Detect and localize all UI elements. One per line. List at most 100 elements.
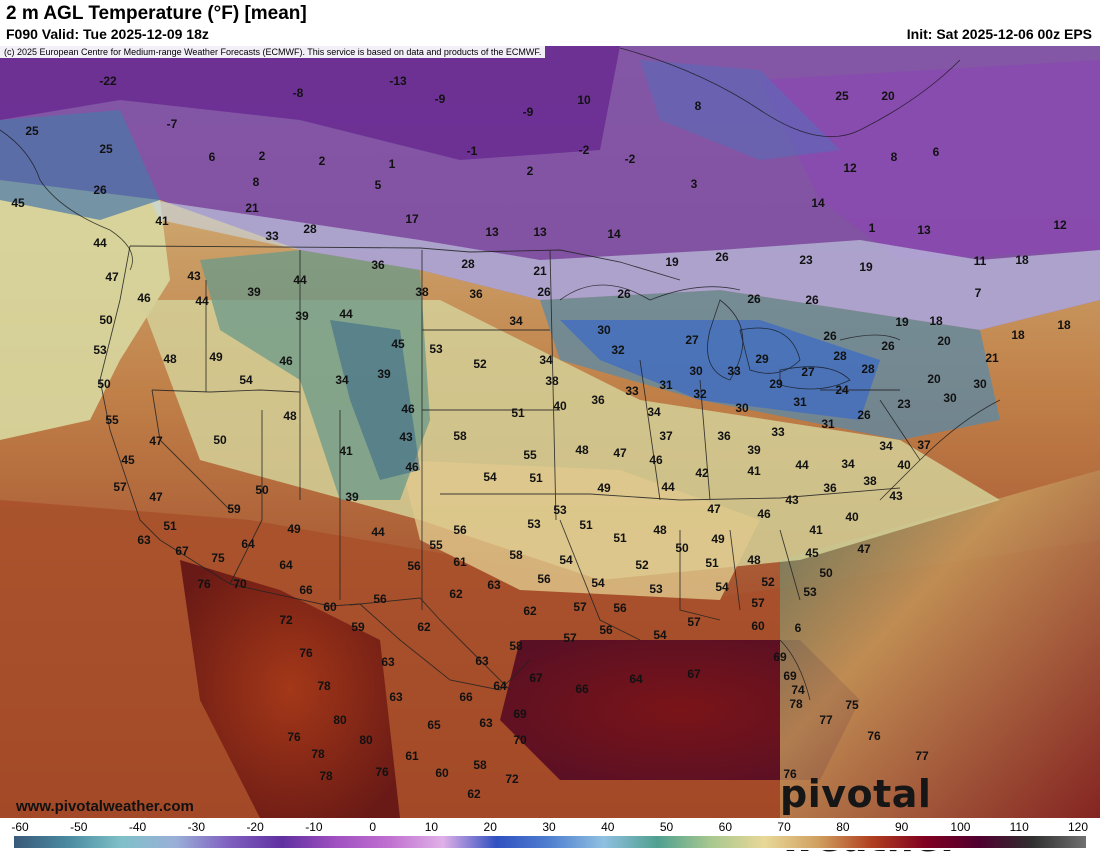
site-watermark[interactable]: www.pivotalweather.com [16,798,194,815]
temp-value: 56 [407,559,421,573]
temp-value: 14 [811,196,825,210]
temp-value: -22 [99,74,117,88]
header: 2 m AGL Temperature (°F) [mean] F090 Val… [0,0,1100,46]
temp-value: 48 [163,352,177,366]
temp-value: 63 [479,716,493,730]
temp-value: 60 [323,600,337,614]
colorbar-tick-label: 20 [483,820,497,834]
temp-value: 18 [1057,318,1071,332]
colorbar-tick-label: 60 [718,820,733,834]
temp-value: 25 [25,124,39,138]
temp-value: 38 [415,285,429,299]
temp-value: 6 [208,150,216,164]
temp-value: 56 [453,523,467,537]
temp-value: 67 [175,544,189,558]
temp-value: 6 [932,145,940,159]
temp-value: 34 [647,405,661,419]
colorbar-tick-label: 70 [777,820,791,834]
temp-value: 38 [545,374,559,388]
temp-value: 27 [801,365,815,379]
temp-value: 54 [483,470,497,484]
temp-value: 34 [335,373,349,387]
temp-value: 49 [711,532,725,546]
colorbar-tick-label: -30 [187,820,205,834]
colorbar-tick-label: -40 [128,820,147,834]
temp-value: 26 [823,329,837,343]
temp-value: 1 [388,157,396,171]
temp-value: 55 [429,538,443,552]
temp-value: 32 [611,343,625,357]
temp-value: 62 [449,587,463,601]
temp-value: 5 [374,178,382,192]
temp-value: 59 [227,502,241,516]
temp-value: 77 [915,749,929,763]
temp-value: -9 [434,92,446,106]
temp-value: 13 [917,223,931,237]
temp-value: 50 [675,541,689,555]
temp-value: 47 [105,270,119,284]
temp-value: 63 [475,654,489,668]
temp-value: 31 [659,378,673,392]
temp-value: 23 [897,397,911,411]
temp-value: 45 [805,546,819,560]
temp-value: 58 [453,429,467,443]
temp-value: -2 [624,152,636,166]
map-title: 2 m AGL Temperature (°F) [mean] [6,3,307,24]
temp-value: 78 [319,769,333,783]
temp-value: 34 [841,457,855,471]
temp-value: 52 [761,575,775,589]
temp-value: 58 [473,758,487,772]
temp-value: 50 [213,433,227,447]
temp-value: 44 [293,273,307,287]
temp-value: 56 [373,592,387,606]
temp-value: 47 [149,434,163,448]
temp-value: 51 [511,406,525,420]
temp-value: 45 [11,196,25,210]
temp-value: 64 [279,558,293,572]
temp-value: 26 [857,408,871,422]
colorbar-tick-label: 90 [894,820,909,834]
temp-value: 21 [985,351,999,365]
temp-value: 13 [485,225,499,239]
temp-value: 19 [665,255,679,269]
temp-value: 10 [577,93,591,107]
temp-value: 36 [717,429,731,443]
temp-value: 46 [401,402,415,416]
temp-value: 46 [137,291,151,305]
temp-value: 30 [943,391,957,405]
temp-value: 8 [890,150,898,164]
colorbar-tick-label: -20 [246,820,264,834]
temp-value: -8 [292,86,304,100]
temp-value: 30 [973,377,987,391]
colorbar-tick-label: 10 [424,820,439,834]
temp-value: 36 [823,481,837,495]
temp-value: 34 [509,314,523,328]
temp-value: 64 [241,537,255,551]
temp-value: 62 [467,787,481,801]
temp-value: 12 [843,161,857,175]
temp-value: 64 [629,672,643,686]
temp-value: 30 [689,364,703,378]
temp-value: 25 [99,142,113,156]
temp-value: 76 [783,767,797,781]
temp-value: 40 [553,399,567,413]
temp-value: 80 [359,733,373,747]
temp-value: 33 [727,364,741,378]
temp-value: 31 [793,395,807,409]
temp-value: 53 [803,585,817,599]
temp-value: 55 [105,413,119,427]
temp-value: 36 [371,258,385,272]
temp-value: 51 [529,471,543,485]
temp-value: 41 [155,214,169,228]
temp-value: 44 [339,307,353,321]
temp-value: 48 [653,523,667,537]
colorbar-tick-label: -50 [70,820,88,834]
temp-value: 58 [509,548,523,562]
temp-value: 51 [705,556,719,570]
temp-value: 76 [299,646,313,660]
temp-value: 70 [513,733,527,747]
temp-value: 67 [529,671,543,685]
temp-value: 41 [809,523,823,537]
temp-value: 50 [97,377,111,391]
temp-value: 50 [255,483,269,497]
